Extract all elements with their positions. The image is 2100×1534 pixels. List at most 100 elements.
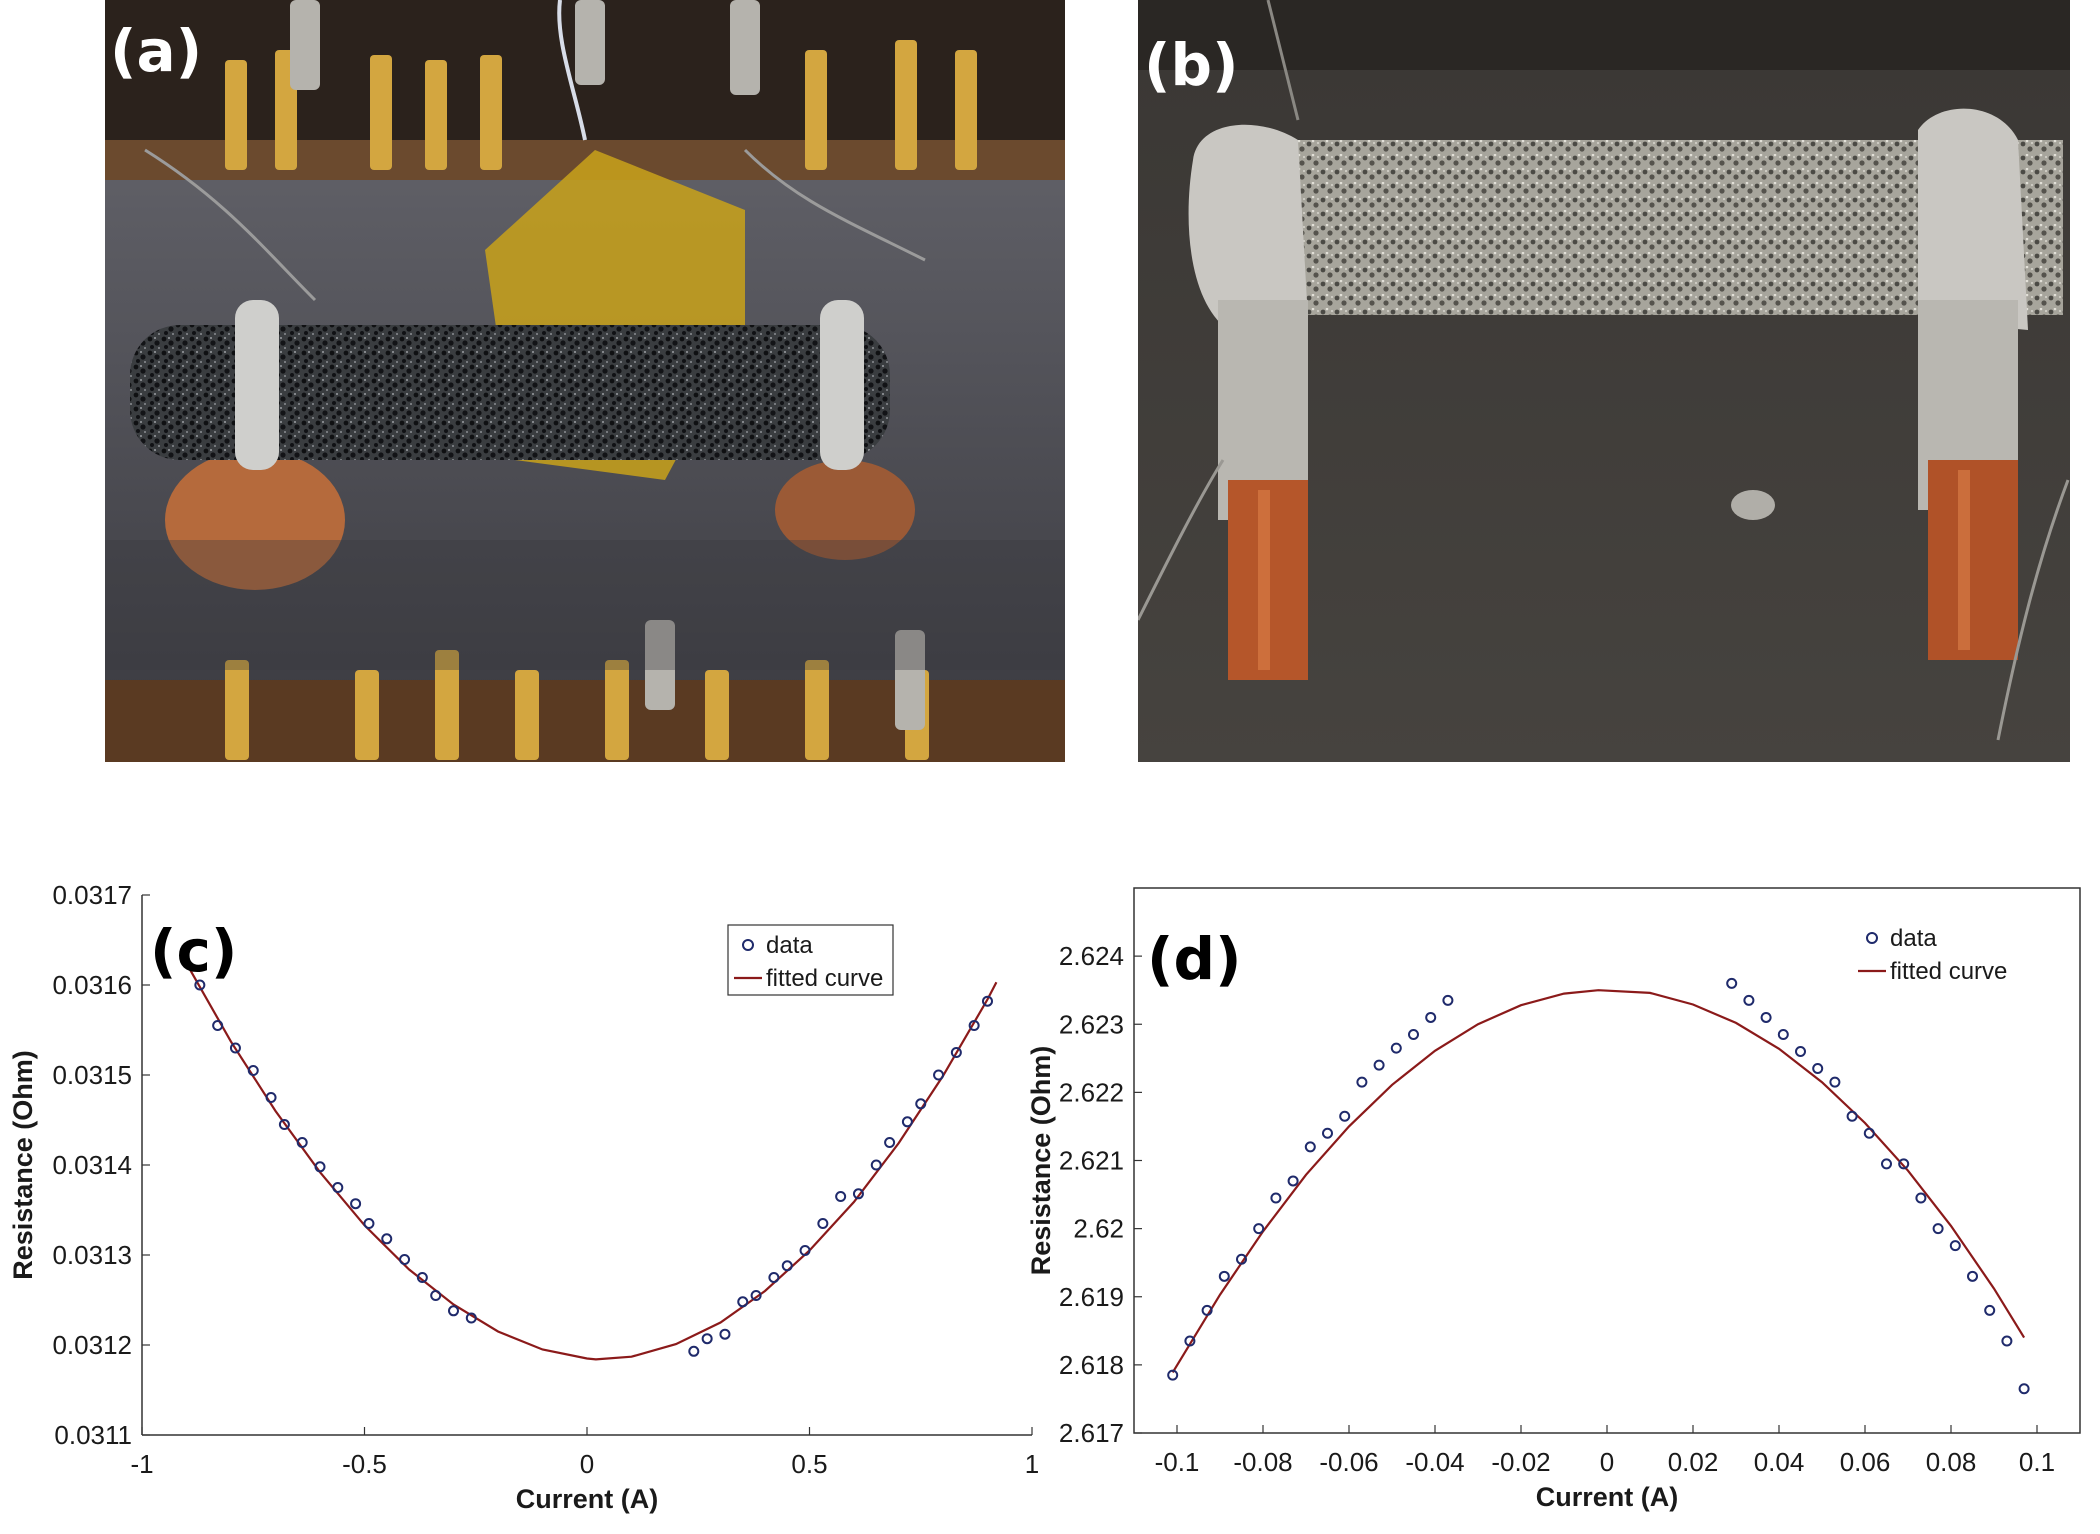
y-tick-label: 2.617 xyxy=(1059,1418,1124,1448)
data-point xyxy=(1322,1127,1333,1139)
data-point xyxy=(1304,1141,1316,1153)
data-point xyxy=(1339,1110,1351,1122)
data-point xyxy=(1167,1369,1179,1381)
legend-entry-data: data xyxy=(1890,925,1937,952)
data-point xyxy=(950,1047,962,1058)
chart-d: -0.1 -0.08 -0.06 -0.04 -0.02 0 0.02 0.04 0.06 0.0… xyxy=(1026,887,2081,1512)
data-point xyxy=(1390,1042,1402,1054)
panel-label-b: (b) xyxy=(1144,31,1239,99)
data-point xyxy=(314,1161,326,1173)
data-point xyxy=(1425,1011,1437,1023)
data-point xyxy=(1915,1192,1927,1204)
photo-b-image xyxy=(1138,0,2070,762)
data-point xyxy=(1253,1223,1265,1235)
x-axis-title: Current (A) xyxy=(516,1484,659,1514)
panel-label-c: (c) xyxy=(150,917,238,985)
data-point xyxy=(1442,994,1454,1006)
x-tick-label: 0.5 xyxy=(791,1449,827,1479)
data-point xyxy=(247,1065,259,1076)
y-tick-label: 0.0311 xyxy=(54,1420,132,1450)
data-point xyxy=(750,1290,762,1301)
x-tick-label: 0.1 xyxy=(2019,1447,2055,1477)
data-point xyxy=(1743,994,1755,1006)
data-point xyxy=(1846,1110,1858,1122)
y-tick-label: 0.0315 xyxy=(52,1060,132,1090)
y-axis-title: Resistance (Ohm) xyxy=(1026,1046,1056,1276)
data-point xyxy=(1184,1335,1196,1347)
data-point xyxy=(1287,1175,1299,1187)
data-point xyxy=(1408,1028,1419,1040)
data-point xyxy=(1984,1304,1996,1316)
legend: data fitted curve xyxy=(1858,925,2007,985)
data-point xyxy=(968,1020,980,1031)
data-point xyxy=(737,1296,749,1308)
legend-entry-fitted: fitted curve xyxy=(766,965,883,992)
legend-data-marker xyxy=(742,939,754,951)
y-tick-label: 0.0312 xyxy=(52,1330,132,1360)
x-tick-label: 1 xyxy=(1025,1449,1039,1479)
data-point xyxy=(296,1137,308,1148)
data-point xyxy=(768,1272,780,1283)
legend-data-marker xyxy=(1866,932,1878,944)
y-tick-label: 0.0316 xyxy=(52,970,132,1000)
y-tick-label: 2.619 xyxy=(1059,1282,1124,1312)
y-tick-label: 2.618 xyxy=(1059,1350,1124,1380)
legend-entry-data: data xyxy=(766,932,813,959)
y-tick-label: 2.62 xyxy=(1073,1214,1124,1244)
x-tick-label: -0.02 xyxy=(1491,1447,1550,1477)
panel-label-d: (d) xyxy=(1147,925,1242,993)
x-tick-label: 0.02 xyxy=(1668,1447,1719,1477)
data-point xyxy=(1726,977,1738,989)
photo-a: (a) xyxy=(105,0,1065,762)
y-tick-label: 0.0313 xyxy=(52,1240,132,1270)
data-point xyxy=(701,1333,713,1345)
legend-entry-fitted: fitted curve xyxy=(1890,958,2007,985)
x-tick-label: -0.04 xyxy=(1405,1447,1464,1477)
data-point xyxy=(1356,1076,1368,1088)
data-point xyxy=(884,1137,896,1148)
photo-a-image xyxy=(105,0,1065,762)
x-tick-label: -0.08 xyxy=(1233,1447,1292,1477)
data-point xyxy=(1898,1158,1910,1170)
data-point xyxy=(381,1233,393,1245)
data-point xyxy=(399,1254,411,1265)
data-point xyxy=(1270,1192,1282,1204)
data-point xyxy=(835,1191,847,1202)
y-tick-label: 2.622 xyxy=(1059,1077,1124,1107)
x-tick-label: 0 xyxy=(1600,1447,1614,1477)
x-tick-label: 0.04 xyxy=(1754,1447,1805,1477)
data-point xyxy=(781,1260,793,1272)
data-point xyxy=(719,1328,731,1340)
data-point xyxy=(430,1290,442,1301)
data-point xyxy=(465,1312,477,1324)
x-axis-title: Current (A) xyxy=(1536,1482,1679,1512)
data-point xyxy=(1967,1270,1978,1282)
fitted-curve-line xyxy=(1171,989,2026,1373)
x-tick-label: 0.06 xyxy=(1840,1447,1891,1477)
photo-b: (b) xyxy=(1138,0,2070,762)
y-axis-title: Resistance (Ohm) xyxy=(8,1050,38,1280)
data-point xyxy=(982,995,993,1007)
x-tick-label: 0 xyxy=(580,1449,594,1479)
data-point xyxy=(1373,1059,1385,1071)
y-tick-label: 2.623 xyxy=(1059,1009,1124,1039)
y-tick-label: 2.624 xyxy=(1059,941,1124,971)
legend: data fitted curve xyxy=(727,924,894,996)
x-tick-label: -0.06 xyxy=(1319,1447,1378,1477)
data-point xyxy=(933,1069,945,1081)
data-point xyxy=(1760,1011,1772,1023)
data-point xyxy=(265,1092,277,1103)
legend-box xyxy=(727,924,894,996)
data-point xyxy=(870,1159,882,1171)
data-point xyxy=(915,1098,927,1110)
data-point xyxy=(817,1218,829,1229)
data-point xyxy=(229,1042,241,1054)
y-tick-label: 0.0314 xyxy=(52,1150,132,1180)
data-point xyxy=(194,979,206,991)
data-point xyxy=(1863,1127,1875,1139)
data-point xyxy=(852,1188,864,1200)
data-point xyxy=(1201,1304,1213,1316)
data-point xyxy=(901,1116,913,1128)
